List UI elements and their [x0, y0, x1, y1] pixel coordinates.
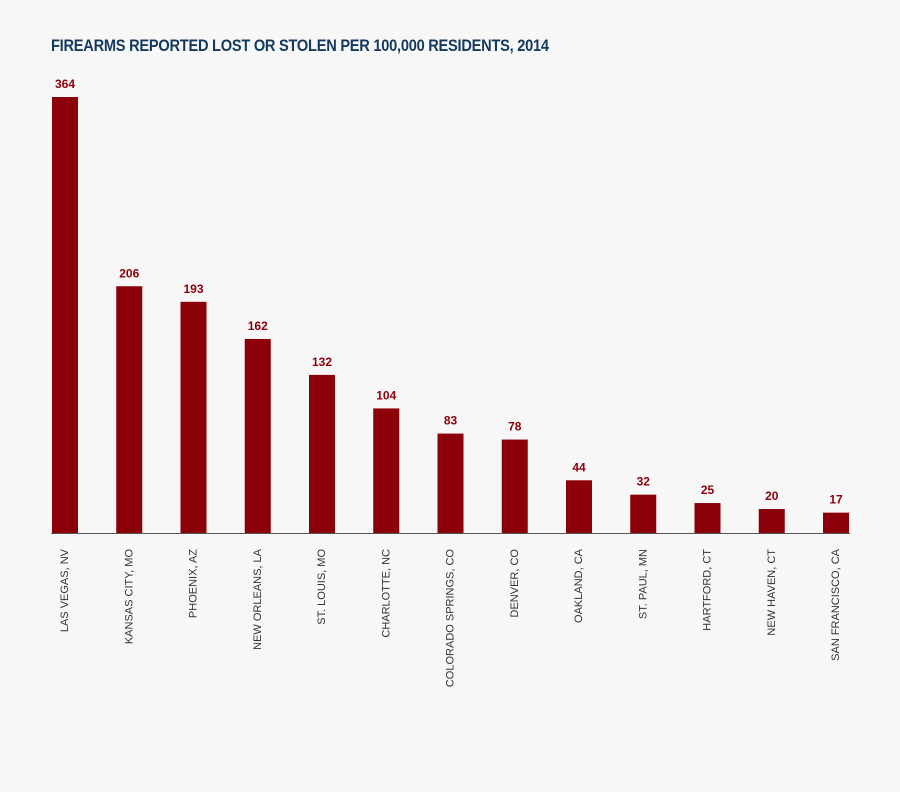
- bar-8: [566, 480, 592, 533]
- bar-3: [244, 338, 271, 533]
- value-label-10: 25: [701, 483, 715, 497]
- value-label-2: 193: [183, 282, 203, 296]
- category-label-11: NEW HAVEN, CT: [766, 549, 778, 636]
- bar-4: [309, 374, 335, 533]
- category-label-9: ST. PAUL, MN: [637, 549, 649, 619]
- chart-title: FIREARMS REPORTED LOST OR STOLEN PER 100…: [51, 36, 549, 55]
- bar-6: [437, 433, 464, 533]
- bar-0: [52, 97, 78, 533]
- value-label-12: 17: [829, 493, 843, 507]
- value-label-4: 132: [312, 355, 332, 369]
- bar-11: [758, 509, 785, 533]
- category-label-8: OAKLAND, CA: [573, 548, 585, 623]
- bar-10: [694, 503, 721, 533]
- value-label-1: 206: [119, 266, 139, 280]
- value-label-9: 32: [637, 475, 651, 489]
- value-label-0: 364: [55, 77, 75, 91]
- category-label-1: KANSAS CITY, MO: [123, 549, 135, 645]
- category-label-7: DENVER, CO: [509, 549, 521, 618]
- category-label-0: LAS VEGAS, NV: [59, 548, 71, 632]
- value-label-8: 44: [572, 460, 586, 474]
- category-label-4: ST. LOUIS, MO: [316, 549, 328, 625]
- bar-2: [180, 301, 207, 533]
- category-label-6: COLORADO SPRINGS, CO: [445, 549, 457, 688]
- bar-1: [116, 286, 143, 533]
- value-label-5: 104: [376, 388, 396, 402]
- bar-12: [823, 512, 849, 533]
- category-label-12: SAN FRANCISCO, CA: [830, 548, 842, 661]
- category-label-3: NEW ORLEANS, LA: [252, 548, 264, 650]
- bar-7: [501, 439, 528, 533]
- bar-5: [373, 408, 400, 533]
- value-label-3: 162: [248, 319, 268, 333]
- value-label-6: 83: [444, 414, 458, 428]
- category-label-5: CHARLOTTE, NC: [380, 549, 392, 638]
- category-label-10: HARTFORD, CT: [702, 549, 714, 631]
- category-label-2: PHOENIX, AZ: [188, 549, 200, 618]
- bar-9: [630, 494, 657, 533]
- value-label-7: 78: [508, 420, 522, 434]
- value-label-11: 20: [765, 489, 779, 503]
